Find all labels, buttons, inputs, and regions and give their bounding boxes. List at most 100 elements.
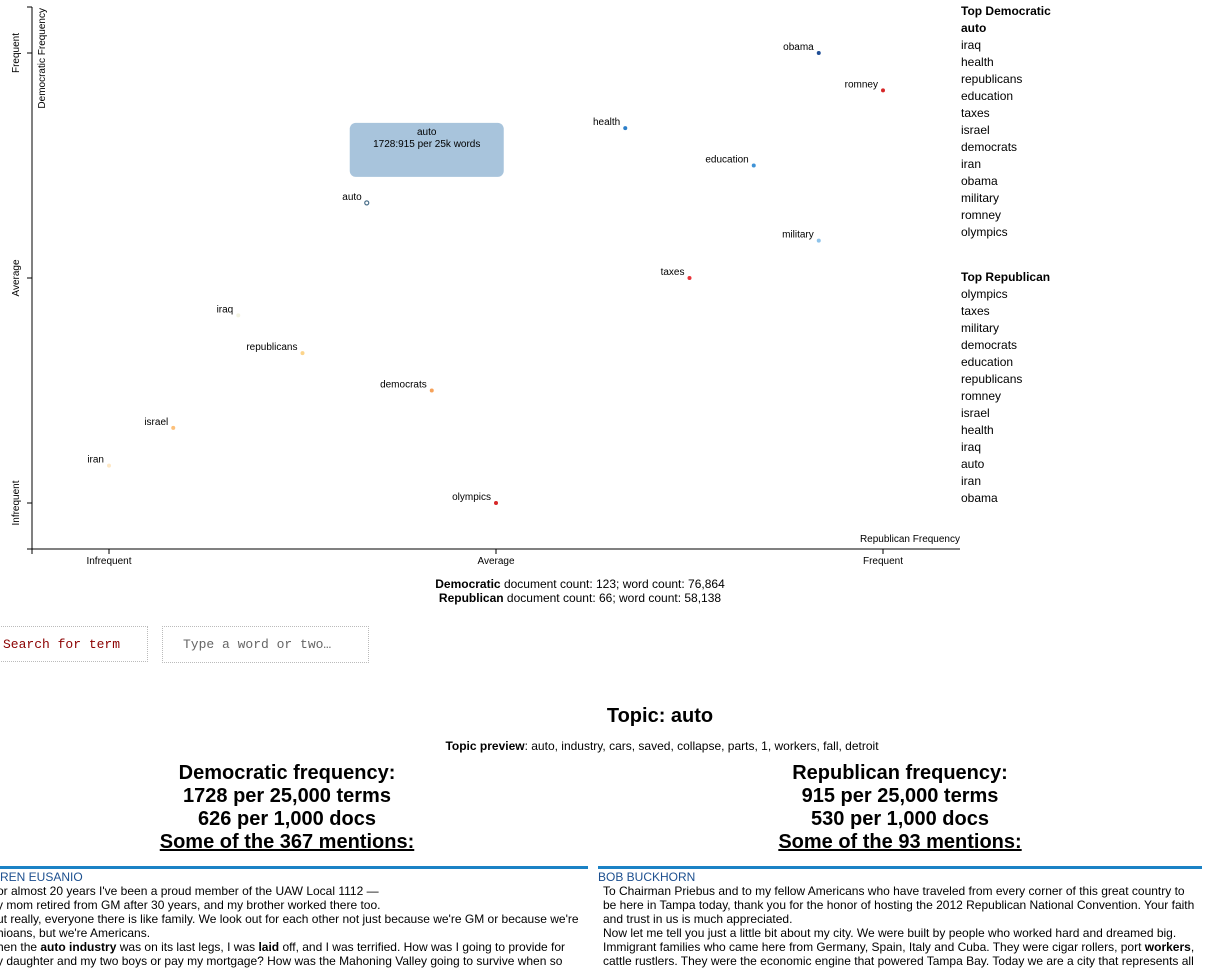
top-list-item-republicans[interactable]: republicans — [961, 372, 1023, 386]
topic-preview-terms: : auto, industry, cars, saved, collapse,… — [524, 739, 879, 753]
topic-preview: Topic preview: auto, industry, cars, sav… — [0, 739, 1214, 753]
point-label-israel[interactable]: israel — [144, 417, 168, 428]
snippet-line: or almost 20 years I've been a proud mem… — [0, 884, 379, 898]
point-label-obama[interactable]: obama — [783, 42, 814, 53]
point-label-iraq[interactable]: iraq — [217, 304, 234, 315]
top-list-item-military[interactable]: military — [961, 321, 999, 335]
scatter-plot: Frequent Average Infrequent Infrequent A… — [11, 6, 960, 567]
snippet-line: To Chairman Priebus and to my fellow Ame… — [603, 884, 1185, 898]
point-label-health[interactable]: health — [593, 117, 620, 128]
point-obama[interactable] — [816, 51, 821, 55]
snippet-line: y mom retired from GM after 30 years, an… — [0, 898, 381, 912]
top-list-item-romney[interactable]: romney — [961, 208, 1002, 222]
top-list-item-romney[interactable]: romney — [961, 389, 1002, 403]
republican-per-terms: 915 per 25,000 terms — [801, 785, 999, 807]
republican-frequency-heading: Republican frequency: — [792, 762, 1008, 784]
top-list-item-democrats[interactable]: democrats — [961, 140, 1018, 154]
top-list-item-education[interactable]: education — [961, 89, 1014, 103]
top-list-item-taxes[interactable]: taxes — [961, 106, 990, 120]
top-list-item-republicans[interactable]: republicans — [961, 72, 1023, 86]
democratic-snippet-body: or almost 20 years I've been a proud mem… — [0, 884, 588, 968]
snippet-line: hioans, but we're Americans. — [0, 926, 151, 940]
point-label-taxes[interactable]: taxes — [661, 267, 685, 278]
snippet-highlight: laid — [258, 940, 280, 954]
snippet-text: hen the — [0, 940, 41, 954]
top-republican-list: olympics taxes military democrats education r… — [961, 286, 1051, 507]
top-list-item-military[interactable]: military — [961, 191, 999, 205]
point-israel[interactable] — [171, 425, 176, 430]
top-list-item-education[interactable]: education — [961, 355, 1014, 369]
democratic-frequency: Democratic frequency: 1728 per 25,000 te… — [0, 762, 574, 854]
topic-preview-label: Topic preview — [445, 739, 525, 753]
x-tick-label-average: Average — [477, 556, 515, 567]
republican-count-label: Republican — [438, 591, 504, 605]
tooltip-value: 1728:915 per 25k words — [373, 139, 480, 150]
point-romney[interactable] — [881, 88, 885, 93]
point-label-republicans[interactable]: republicans — [246, 342, 297, 353]
top-list-item-iran[interactable]: iran — [961, 474, 982, 488]
top-list-item-israel[interactable]: israel — [961, 406, 990, 420]
point-iraq[interactable] — [236, 313, 241, 318]
top-list-item-israel[interactable]: israel — [961, 123, 990, 137]
tooltip-box — [349, 122, 504, 177]
republican-frequency: Republican frequency: 915 per 25,000 ter… — [600, 762, 1200, 854]
republican-count-text: document count: 66; word count: 58,138 — [503, 591, 722, 605]
top-list-item-democrats[interactable]: democrats — [961, 338, 1018, 352]
democratic-count-text: document count: 123; word count: 76,864 — [500, 577, 725, 591]
point-label-military[interactable]: military — [782, 230, 814, 241]
search-input[interactable] — [162, 626, 369, 663]
y-axis-title: Democratic Frequency — [37, 8, 48, 109]
snippet-text: off, and I was terrified. How was I goin… — [279, 940, 566, 954]
point-label-auto[interactable]: auto — [342, 192, 362, 203]
point-olympics[interactable] — [494, 501, 498, 505]
top-lists: Top Democratic auto iraq health republicans… — [961, 3, 1051, 507]
point-iran[interactable] — [107, 463, 111, 468]
republican-mentions-link[interactable]: Some of the 93 mentions: — [778, 831, 1022, 853]
top-list-item-iraq[interactable]: iraq — [961, 38, 982, 52]
point-auto[interactable] — [364, 200, 370, 206]
point-label-romney[interactable]: romney — [845, 79, 878, 90]
republican-per-docs: 530 per 1,000 docs — [811, 808, 989, 830]
y-tick-label-infrequent: Infrequent — [11, 480, 22, 525]
point-military[interactable] — [816, 238, 821, 243]
top-list-item-olympics[interactable]: olympics — [961, 225, 1008, 239]
snippet-text: Immigrant families who came here from Ge… — [603, 940, 1145, 954]
topic-title: Topic: auto — [606, 705, 714, 727]
snippet-text: was on its last legs, I was — [116, 940, 259, 954]
point-republicans[interactable] — [300, 351, 305, 356]
point-label-democrats[interactable]: democrats — [380, 380, 427, 391]
democratic-mentions-link[interactable]: Some of the 367 mentions: — [159, 831, 415, 853]
point-label-iran[interactable]: iran — [87, 455, 104, 466]
republican-snippet-speaker[interactable]: bob buckhorn — [598, 870, 696, 884]
democratic-frequency-heading: Democratic frequency: — [178, 762, 396, 784]
democratic-snippet: aren eusanio or almost 20 years I've bee… — [0, 866, 588, 970]
democratic-count-line: Democratic document count: 123; word cou… — [0, 577, 1160, 591]
democratic-snippet-speaker[interactable]: aren eusanio — [0, 870, 83, 884]
top-list-item-health[interactable]: health — [961, 55, 994, 69]
document-counts: Democratic document count: 123; word cou… — [0, 577, 1160, 605]
snippet-line: hen the auto industry was on its last le… — [0, 940, 588, 954]
point-label-education[interactable]: education — [705, 155, 748, 166]
point-health[interactable] — [623, 126, 628, 131]
point-education[interactable] — [751, 163, 756, 168]
point-label-olympics[interactable]: olympics — [452, 492, 491, 503]
top-list-item-obama[interactable]: obama — [961, 174, 998, 188]
point-democrats[interactable] — [429, 388, 434, 393]
x-tick-label-frequent: Frequent — [863, 556, 903, 567]
democratic-per-terms: 1728 per 25,000 terms — [183, 785, 391, 807]
top-list-item-health[interactable]: health — [961, 423, 994, 437]
top-list-item-olympics[interactable]: olympics — [961, 287, 1008, 301]
snippet-line: Immigrant families who came here from Ge… — [603, 940, 1202, 954]
top-list-item-iran[interactable]: iran — [961, 157, 982, 171]
top-list-item-taxes[interactable]: taxes — [961, 304, 990, 318]
point-taxes[interactable] — [687, 276, 692, 280]
top-list-item-obama[interactable]: obama — [961, 491, 998, 505]
snippet-line: and trust in us is much appreciated. — [603, 912, 793, 926]
top-list-item-auto[interactable]: auto — [961, 457, 985, 471]
top-list-item-iraq[interactable]: iraq — [961, 440, 982, 454]
search-for-term-button[interactable]: Search for term — [0, 626, 148, 662]
top-list-item-auto[interactable]: auto — [961, 21, 987, 35]
snippet-line: be here in Tampa today, thank you for th… — [603, 898, 1195, 912]
democratic-count-label: Democratic — [435, 577, 501, 591]
